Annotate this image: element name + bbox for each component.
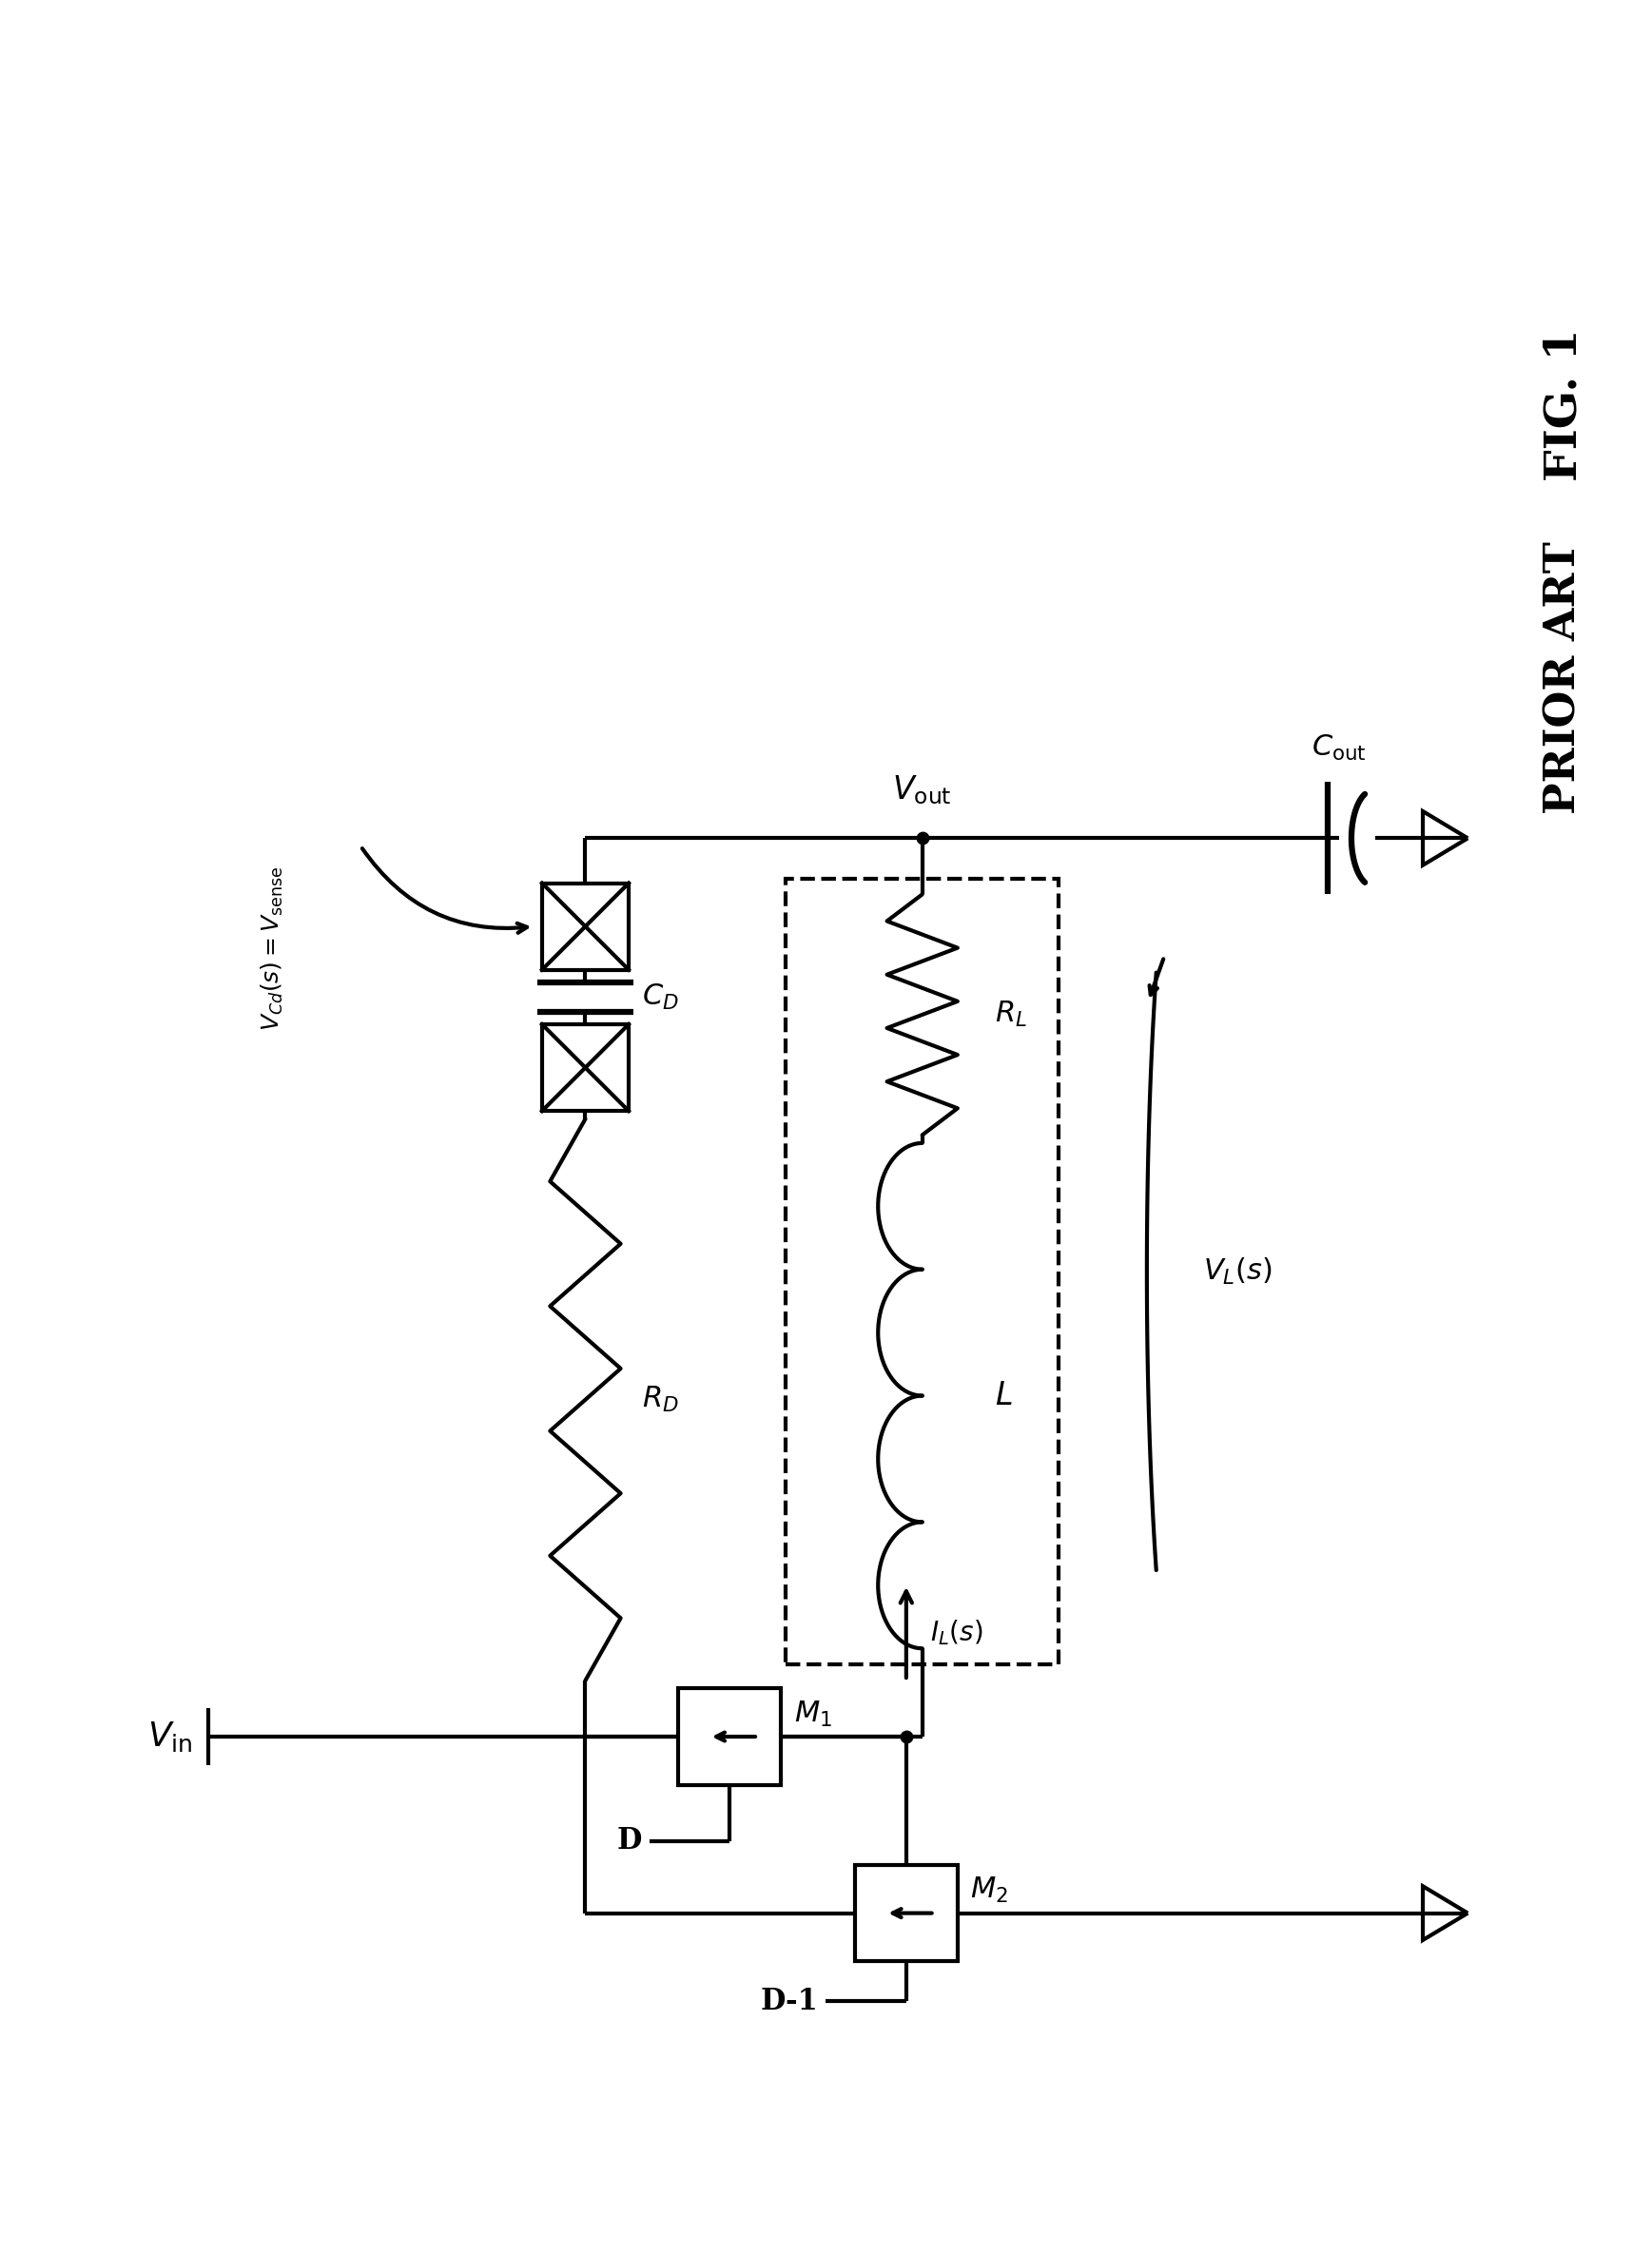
Bar: [679, 1688, 781, 1785]
Text: PRIOR ART: PRIOR ART: [1543, 541, 1584, 814]
Text: $I_L(s)$: $I_L(s)$: [930, 1618, 983, 1648]
Text: $M_1$: $M_1$: [795, 1700, 833, 1729]
Text: $V_{\rm in}$: $V_{\rm in}$: [147, 1720, 192, 1754]
Text: $L$: $L$: [995, 1379, 1013, 1411]
Text: $V_{Cd}(s) = V_{\rm sense}$: $V_{Cd}(s) = V_{\rm sense}$: [259, 866, 286, 1032]
Text: D: D: [616, 1826, 641, 1855]
Bar: [542, 1023, 629, 1111]
Text: $R_D$: $R_D$: [641, 1384, 679, 1416]
Bar: [542, 884, 629, 969]
Text: $M_2$: $M_2$: [970, 1875, 1008, 1905]
Bar: [854, 1864, 958, 1961]
Bar: [786, 879, 1059, 1663]
Text: $C_{\rm out}$: $C_{\rm out}$: [1312, 733, 1366, 762]
Text: D-1: D-1: [760, 1986, 818, 2015]
Text: $V_{\rm out}$: $V_{\rm out}$: [892, 773, 952, 807]
Text: FIG. 1: FIG. 1: [1541, 329, 1586, 482]
Text: $R_L$: $R_L$: [995, 1001, 1026, 1030]
Text: $C_D$: $C_D$: [641, 983, 679, 1012]
Text: $V_L(s)$: $V_L(s)$: [1203, 1255, 1272, 1287]
